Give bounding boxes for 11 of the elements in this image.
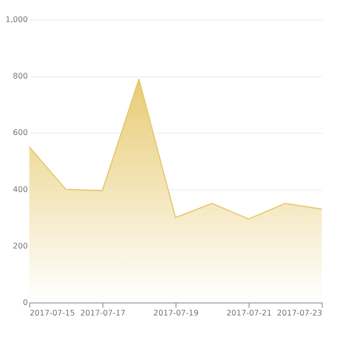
y-tick-label: 600 — [12, 128, 28, 138]
x-tick-label: 2017-07-15 — [30, 308, 76, 318]
x-tick-label: 2017-07-23 — [276, 308, 322, 318]
x-tick-label: 2017-07-19 — [153, 308, 199, 318]
x-tick-label: 2017-07-17 — [80, 308, 126, 318]
y-tick-label: 1,000 — [6, 15, 28, 24]
y-tick-label: 0 — [22, 298, 28, 307]
y-tick-label: 200 — [12, 241, 28, 250]
x-tick-label: 2017-07-21 — [226, 308, 272, 318]
y-tick-label: 800 — [12, 72, 28, 81]
y-tick-label: 400 — [12, 184, 28, 194]
